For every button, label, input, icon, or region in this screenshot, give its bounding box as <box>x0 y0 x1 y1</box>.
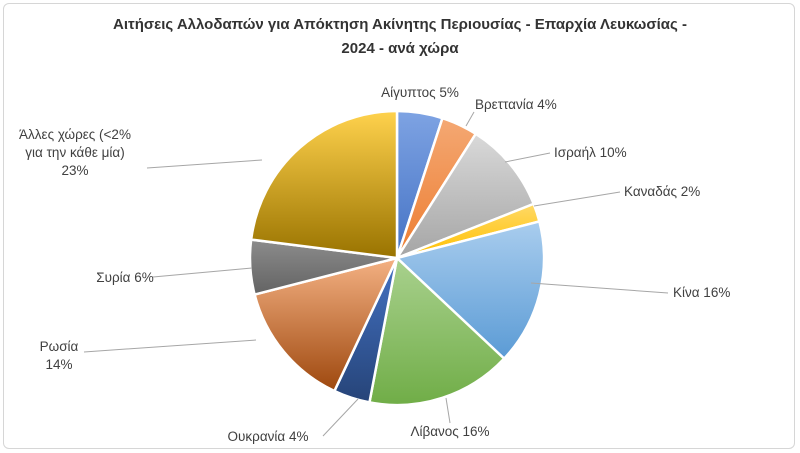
leader-line <box>533 191 621 207</box>
chart-title: Αιτήσεις Αλλοδαπών για Απόκτηση Ακίνητης… <box>113 16 687 33</box>
slice-label: 14% <box>45 357 72 372</box>
slice-label: για την κάθε μία) <box>25 145 124 160</box>
slice-label: 23% <box>61 163 88 178</box>
pie-slice <box>393 132 536 261</box>
pie-slice <box>253 256 400 393</box>
leader-line <box>445 397 451 424</box>
pie-slice <box>394 219 546 361</box>
leader-line <box>504 152 551 163</box>
slice-label: Συρία 6% <box>96 270 153 285</box>
leader-line <box>322 398 359 437</box>
slice-label: Λίβανος 16% <box>410 424 489 439</box>
slice-label: Βρεττανία 4% <box>475 97 557 112</box>
pie-slice <box>249 109 399 260</box>
leader-line <box>152 267 253 278</box>
slice-label: Αίγυπτος 5% <box>381 85 459 100</box>
slice-label: Ουκρανία 4% <box>228 429 309 444</box>
slice-label: Ισραήλ 10% <box>554 145 627 160</box>
leader-line <box>530 282 669 294</box>
leader-line <box>146 159 263 169</box>
leader-line <box>465 111 475 127</box>
slice-label: Άλλες χώρες (<2% <box>19 127 131 142</box>
pie-slice <box>367 255 506 407</box>
chart-subtitle: 2024 - ανά χώρα <box>341 40 459 57</box>
slice-label: Κίνα 16% <box>673 285 730 300</box>
slice-label: Ρωσία <box>40 339 79 354</box>
slice-label: Καναδάς 2% <box>624 184 700 199</box>
leader-line <box>83 339 257 353</box>
chart-frame <box>3 3 795 449</box>
